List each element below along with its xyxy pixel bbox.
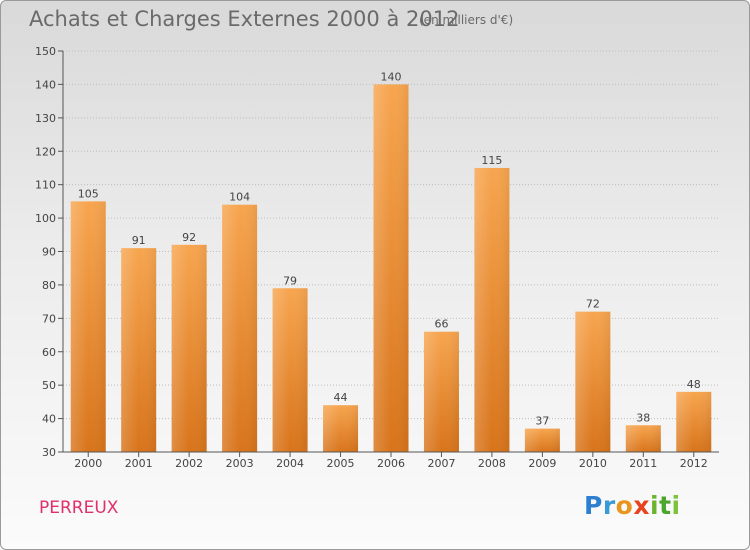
bar-highlight [676,391,712,452]
y-tick-label: 130 [35,112,56,125]
x-tick-label: 2006 [377,457,405,470]
place-name: PERREUX [39,498,119,518]
x-tick-label: 2005 [327,457,355,470]
y-tick-label: 90 [42,246,56,259]
y-tick-label: 140 [35,78,56,91]
logo-letter: P [584,491,603,520]
bar-value-label: 115 [481,154,502,167]
x-tick-label: 2011 [629,457,657,470]
x-tick-label: 2000 [74,457,102,470]
logo-letter: i [671,491,681,520]
bar-value-label: 105 [78,187,99,200]
chart-title: Achats et Charges Externes 2000 à 2012 [29,7,460,31]
y-tick-label: 40 [42,413,56,426]
bar-highlight [474,167,510,453]
bar-value-label: 72 [586,298,600,311]
bar-highlight [171,244,207,452]
x-tick-label: 2001 [125,457,153,470]
bar-value-label: 38 [636,411,650,424]
bar-value-label: 140 [381,70,402,83]
bar-value-label: 92 [182,231,196,244]
bar-highlight [524,428,560,452]
y-tick-label: 80 [42,279,56,292]
logo-letter: x [633,491,650,520]
y-tick-label: 50 [42,379,56,392]
proxiti-logo: Proxiti [584,491,681,520]
bar-value-label: 91 [132,234,146,247]
x-tick-label: 2009 [528,457,556,470]
bar-highlight [323,405,359,452]
logo-letter: i [650,491,660,520]
x-tick-label: 2010 [579,457,607,470]
y-tick-label: 60 [42,346,56,359]
y-tick-label: 120 [35,145,56,158]
bar-highlight [625,425,661,452]
bar-highlight [121,248,157,452]
y-tick-label: 30 [42,446,56,459]
x-tick-label: 2012 [680,457,708,470]
x-tick-label: 2004 [276,457,304,470]
logo-letter: o [615,491,634,520]
bar-highlight [272,288,308,452]
logo-letter: r [602,491,616,520]
bar-value-label: 44 [334,391,348,404]
axes: 30 40 50 60 70 80 90 100 110 120 130 140 150 2000 2001… [35,45,719,470]
logo-letter: t [659,491,672,520]
y-tick-label: 150 [35,45,56,58]
y-tick-label: 100 [35,212,56,225]
bar-highlight [575,311,611,452]
x-tick-label: 2008 [478,457,506,470]
bar-highlight [222,204,258,452]
bars: 105 91 92 104 79 44 140 66 115 37 72 38 48 [70,70,712,453]
bar-value-label: 66 [434,318,448,331]
y-tick-label: 110 [35,179,56,192]
x-tick-label: 2007 [427,457,455,470]
bar-highlight [423,331,459,452]
bar-highlight [373,84,409,453]
bar-value-label: 48 [687,378,701,391]
x-tick-label: 2002 [175,457,203,470]
y-tick-label: 70 [42,312,56,325]
x-tick-label: 2003 [226,457,254,470]
bar-highlight [70,201,106,452]
chart-subtitle: (en milliers d'€) [419,13,514,27]
bar-value-label: 104 [229,191,250,204]
bar-value-label: 37 [535,415,549,428]
bar-value-label: 79 [283,274,297,287]
